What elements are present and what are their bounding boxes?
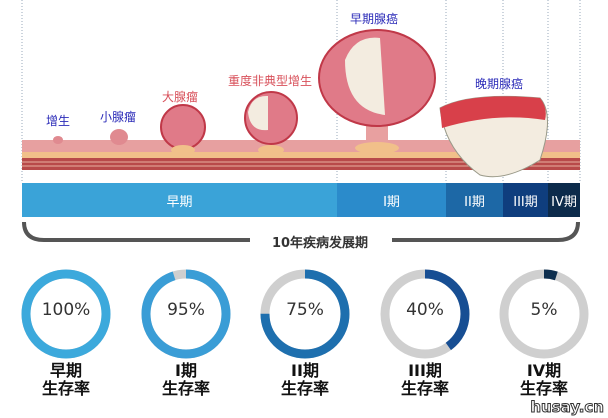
survival-stage: I期 bbox=[175, 361, 197, 380]
watermark: husay.cn bbox=[530, 398, 605, 416]
stage-1: I期 bbox=[337, 183, 446, 217]
label-large-adenoma: 大腺瘤 bbox=[162, 90, 199, 104]
ring-progress bbox=[260, 269, 350, 359]
timeline-label: 10年疾病发展期 bbox=[271, 236, 369, 251]
survival-caption: IV期 生存率 bbox=[496, 362, 592, 398]
intestinal-wall bbox=[22, 140, 580, 170]
survival-caption-text: 生存率 bbox=[519, 379, 568, 398]
polyps bbox=[53, 29, 548, 178]
survival-stage: II期 bbox=[291, 361, 319, 380]
survival-percent: 100% bbox=[41, 300, 91, 320]
stage-2: II期 bbox=[446, 183, 503, 217]
survival-percent: 5% bbox=[530, 300, 558, 320]
label-late-adenocarcinoma: 晚期腺癌 bbox=[475, 77, 524, 91]
survival-stage: 早期 bbox=[49, 361, 82, 380]
ring-progress bbox=[21, 269, 111, 359]
survival-ring bbox=[21, 269, 111, 359]
survival-stage: IV期 bbox=[526, 361, 562, 380]
survival-ring bbox=[499, 269, 589, 359]
ring-progress bbox=[499, 269, 589, 359]
label-small-adenoma: 小腺瘤 bbox=[100, 110, 137, 124]
survival-caption-text: 生存率 bbox=[161, 379, 210, 398]
ring-progress bbox=[141, 269, 231, 359]
stage-bar: 早期 I期 II期 III期 IV期 bbox=[22, 183, 580, 217]
survival-percent: 75% bbox=[286, 300, 324, 320]
timeline-bracket bbox=[22, 221, 580, 242]
colon-progression-illustration bbox=[21, 0, 581, 183]
survival-caption-text: 生存率 bbox=[41, 379, 90, 398]
stage-early: 早期 bbox=[22, 183, 337, 217]
ring-progress bbox=[380, 269, 470, 359]
survival-caption: I期 生存率 bbox=[138, 362, 234, 398]
survival-ring bbox=[380, 269, 470, 359]
survival-caption: III期 生存率 bbox=[377, 362, 473, 398]
survival-caption: II期 生存率 bbox=[257, 362, 353, 398]
survival-stage: III期 bbox=[408, 361, 442, 380]
survival-caption: 早期 生存率 bbox=[18, 362, 114, 398]
stage-4: IV期 bbox=[548, 183, 580, 217]
survival-caption-text: 生存率 bbox=[280, 379, 329, 398]
survival-percent: 40% bbox=[406, 300, 444, 320]
survival-caption-text: 生存率 bbox=[400, 379, 449, 398]
label-severe-atypical-hyperplasia: 重度非典型增生 bbox=[228, 74, 313, 88]
survival-ring bbox=[260, 269, 350, 359]
survival-ring bbox=[141, 269, 231, 359]
label-hyperplasia: 增生 bbox=[46, 114, 71, 128]
label-early-adenocarcinoma: 早期腺癌 bbox=[350, 12, 399, 26]
stage-dividers bbox=[21, 0, 581, 183]
stage-3: III期 bbox=[503, 183, 548, 217]
survival-percent: 95% bbox=[167, 300, 205, 320]
